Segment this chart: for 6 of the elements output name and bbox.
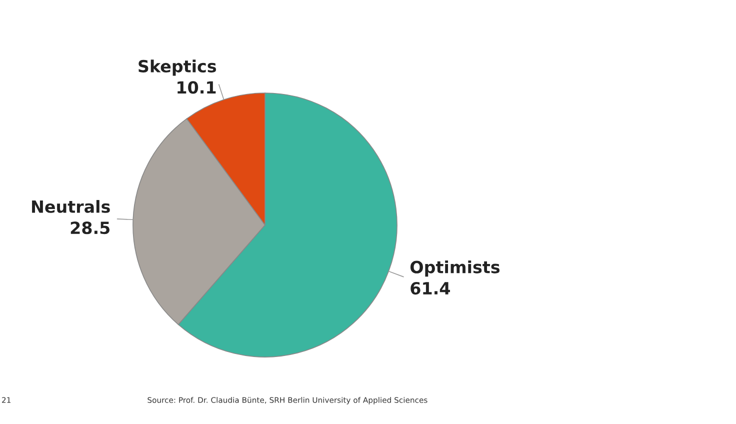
data-label: 28.5 [70, 222, 110, 234]
slice-label: Neutrals [32, 200, 110, 213]
data-label: 61.4 [410, 282, 450, 295]
slice-label: Skeptics [138, 60, 216, 76]
data-label: 10.1 [178, 81, 216, 94]
slice-label: Optimists [410, 260, 500, 277]
